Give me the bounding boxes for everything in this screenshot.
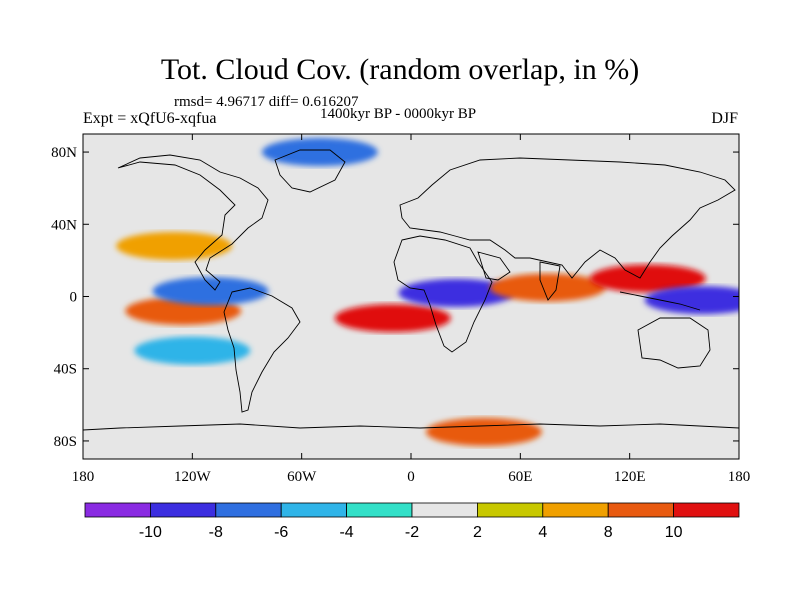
colorbar-swatch [149, 502, 217, 518]
y-tick-label: 40S [54, 362, 77, 378]
period-label: 1400kyr BP - 0000kyr BP [320, 106, 477, 122]
colorbar-swatch [542, 502, 609, 518]
colorbar-label: -10 [139, 524, 162, 541]
field-west-pacific-cool [644, 286, 739, 315]
colorbar-label: -8 [209, 524, 223, 541]
field-west-pacific-warm [589, 264, 706, 293]
field-north-pacific-band [116, 231, 233, 260]
field-south-atlantic-warm [334, 304, 451, 333]
colorbar-swatch [84, 502, 151, 518]
chart-title: Tot. Cloud Cov. (random overlap, in %) [160, 53, 640, 86]
x-tick-label: 0 [407, 469, 415, 485]
colorbar-label: 10 [665, 524, 683, 541]
coast-africa [393, 235, 493, 353]
x-tick-label: 180 [72, 469, 95, 485]
field-southern-ocean-band [425, 417, 542, 446]
coastlines [83, 149, 739, 431]
field-south-pacific-band [134, 336, 251, 365]
colorbar-swatch [411, 502, 478, 518]
season-label: DJF [711, 110, 738, 127]
coast-eurasia [399, 157, 736, 279]
y-tick-label: 0 [70, 290, 78, 306]
colorbar-label: -6 [274, 524, 288, 541]
coast-north-america [117, 154, 269, 291]
y-tick-label: 40N [51, 217, 77, 233]
y-tick-label: 80N [51, 145, 77, 161]
axis-ticks: 180 120W 60W 0 60E 120E 180 80N 40N 0 40S 80S [51, 134, 750, 485]
x-tick-label: 180 [728, 469, 751, 485]
field-arctic-cool [261, 138, 378, 167]
coast-greenland [274, 149, 346, 193]
colorbar-swatch [673, 502, 740, 518]
colorbar-label: -2 [405, 524, 419, 541]
coast-australia [637, 317, 711, 369]
x-tick-label: 60E [508, 469, 532, 485]
colorbar-swatch [346, 502, 413, 518]
coast-india [539, 261, 561, 301]
field-indian-ocean-warm [489, 273, 606, 302]
colorbar-label: 2 [473, 524, 482, 541]
x-tick-label: 120W [174, 469, 212, 485]
x-tick-label: 120E [614, 469, 646, 485]
colorbar: -10 -8 -6 -4 -2 2 4 8 10 [84, 502, 740, 541]
colorbar-label: 4 [538, 524, 547, 541]
stats-label: rmsd= 4.96717 diff= 0.616207 [174, 94, 359, 110]
experiment-label: Expt = xQfU6-xqfua [83, 110, 217, 127]
colorbar-swatch [607, 502, 675, 518]
colorbar-label: -4 [339, 524, 353, 541]
colorbar-swatch [280, 502, 348, 518]
colorbar-swatch [215, 502, 282, 518]
coast-indonesia [619, 291, 701, 311]
coast-south-america [223, 287, 301, 413]
x-tick-label: 60W [287, 469, 317, 485]
colorbar-swatch [476, 502, 544, 518]
y-tick-label: 80S [54, 434, 77, 450]
field-equatorial-pacific-cool [152, 277, 269, 306]
coast-arabia [477, 251, 511, 281]
colorbar-label: 8 [604, 524, 613, 541]
coast-antarctica [83, 423, 739, 431]
